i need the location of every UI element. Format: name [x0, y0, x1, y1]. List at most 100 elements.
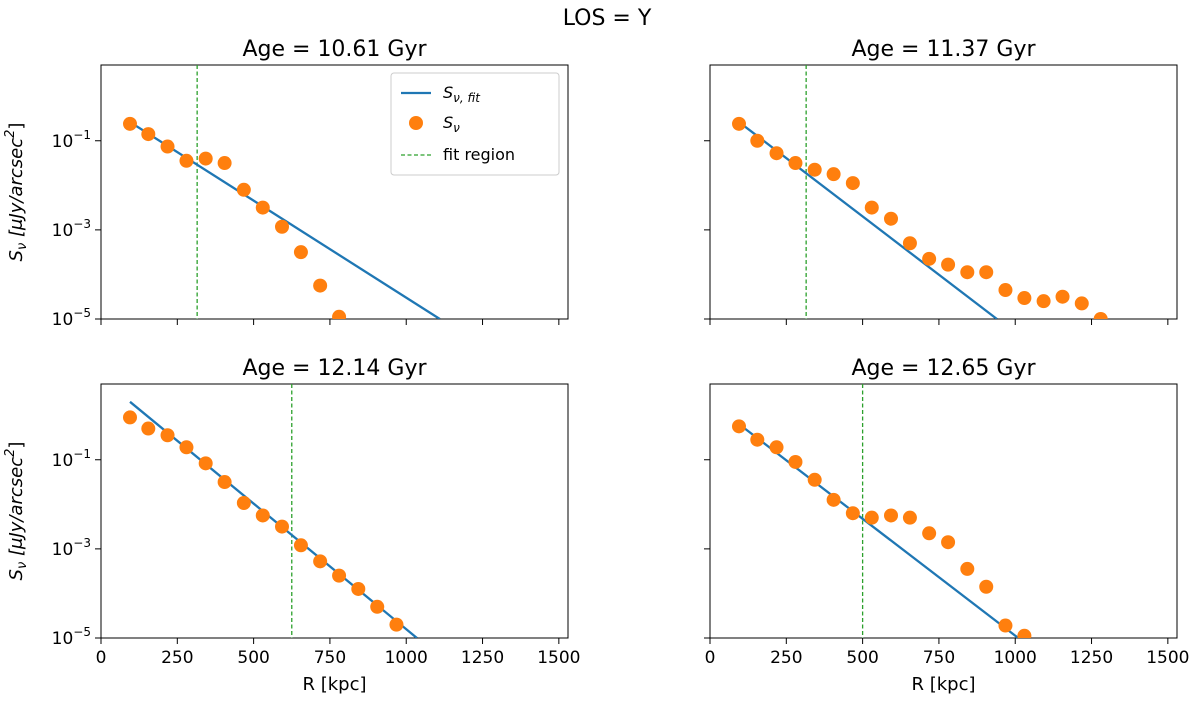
data-point — [141, 127, 156, 142]
data-point — [922, 251, 937, 266]
data-point — [1017, 291, 1032, 306]
data-point — [293, 538, 308, 553]
data-point — [884, 211, 899, 226]
data-point — [807, 472, 822, 487]
data-point — [198, 456, 213, 471]
data-point — [884, 508, 899, 523]
data-point — [922, 526, 937, 541]
data-point — [826, 492, 841, 507]
data-point — [236, 495, 251, 510]
x-tick-label: 1000 — [994, 648, 1037, 668]
data-point — [198, 151, 213, 166]
data-point — [122, 410, 137, 425]
subplot-4: Age = 12.65 Gyr 0 250 500 750 1000 1250 1500 R [… — [704, 356, 1189, 695]
legend-region-label: fit region — [443, 145, 515, 164]
data-point — [845, 506, 860, 521]
y-tick-label: 10−1 — [52, 128, 91, 152]
data-point — [750, 432, 765, 447]
x-tick-label: 1000 — [385, 648, 428, 668]
legend-fit-label: Sν, fit — [443, 83, 481, 105]
data-point — [826, 167, 841, 182]
data-point — [179, 440, 194, 455]
data-point — [788, 454, 803, 469]
data-point — [332, 309, 347, 319]
data-point — [902, 236, 917, 251]
data-point — [902, 510, 917, 525]
x-tick-label: 1250 — [1070, 648, 1113, 668]
subplot-3: Age = 12.14 Gyr 0 250 500 750 1000 1250 1500 10−… — [3, 356, 580, 695]
data-point — [122, 116, 137, 131]
data-point — [1017, 628, 1032, 638]
x-axis-label: R [kpc] — [302, 674, 366, 695]
data-point — [141, 421, 156, 436]
fit-line — [129, 400, 418, 638]
x-tick-label: 1250 — [461, 648, 504, 668]
data-point — [255, 200, 270, 215]
y-axis-label: Sν [μJy/arcsec2] — [3, 442, 30, 581]
y-tick-label: 10−5 — [52, 306, 91, 330]
data-point — [845, 176, 860, 191]
data-point — [998, 618, 1013, 633]
data-point — [750, 133, 765, 148]
x-tick-label: 1500 — [537, 648, 580, 668]
x-tick-label: 750 — [923, 648, 955, 668]
data-point — [1074, 296, 1089, 311]
x-tick-label: 0 — [96, 648, 107, 668]
data-point — [979, 579, 994, 594]
data-point — [293, 245, 308, 260]
plot-frame — [709, 64, 1178, 320]
data-point — [275, 219, 290, 234]
legend-box — [390, 72, 560, 176]
plot-frame — [100, 383, 569, 639]
data-point — [941, 257, 956, 272]
x-tick-label: 1500 — [1146, 648, 1189, 668]
fit-line — [738, 423, 1019, 638]
data-point — [960, 265, 975, 280]
data-point — [1093, 312, 1108, 319]
data-point — [217, 156, 232, 171]
y-tick-label: 10−1 — [52, 447, 91, 471]
data-point — [979, 265, 994, 280]
x-tick-label: 750 — [314, 648, 346, 668]
figure-suptitle: LOS = Y — [563, 6, 652, 31]
subplot-title: Age = 12.14 Gyr — [242, 356, 427, 381]
y-tick-label: 10−3 — [52, 217, 91, 241]
legend: Sν, fit Sν fit region — [390, 72, 560, 176]
subplot-title: Age = 11.37 Gyr — [851, 37, 1036, 62]
legend-data-label: Sν — [443, 113, 460, 135]
data-point — [332, 568, 347, 583]
subplot-1: Age = 10.61 Gyr 10−1 10−3 10−5 Sν [μJy/arcse… — [3, 37, 569, 330]
data-point — [807, 162, 822, 177]
subplot-title: Age = 12.65 Gyr — [851, 356, 1036, 381]
data-point — [769, 440, 784, 455]
data-point — [351, 581, 366, 596]
data-point — [179, 153, 194, 168]
data-point — [998, 283, 1013, 298]
data-point — [731, 419, 746, 434]
x-axis-label: R [kpc] — [911, 674, 975, 695]
data-point — [313, 278, 328, 293]
x-tick-label: 500 — [846, 648, 878, 668]
data-point — [731, 116, 746, 131]
data-point — [313, 554, 328, 569]
y-tick-label: 10−3 — [52, 536, 91, 560]
data-point — [255, 508, 270, 523]
data-point — [217, 475, 232, 490]
data-point — [160, 428, 175, 443]
subplot-title: Age = 10.61 Gyr — [242, 37, 427, 62]
data-point — [1036, 294, 1051, 309]
data-point — [160, 139, 175, 154]
x-tick-label: 250 — [770, 648, 802, 668]
data-point — [236, 182, 251, 197]
data-point — [788, 156, 803, 171]
x-tick-label: 0 — [705, 648, 716, 668]
data-point — [1055, 289, 1070, 304]
data-point — [275, 519, 290, 534]
data-point — [960, 561, 975, 576]
data-point — [941, 535, 956, 550]
x-tick-label: 500 — [237, 648, 269, 668]
data-point — [389, 617, 404, 632]
x-tick-label: 250 — [161, 648, 193, 668]
data-point — [864, 200, 879, 215]
